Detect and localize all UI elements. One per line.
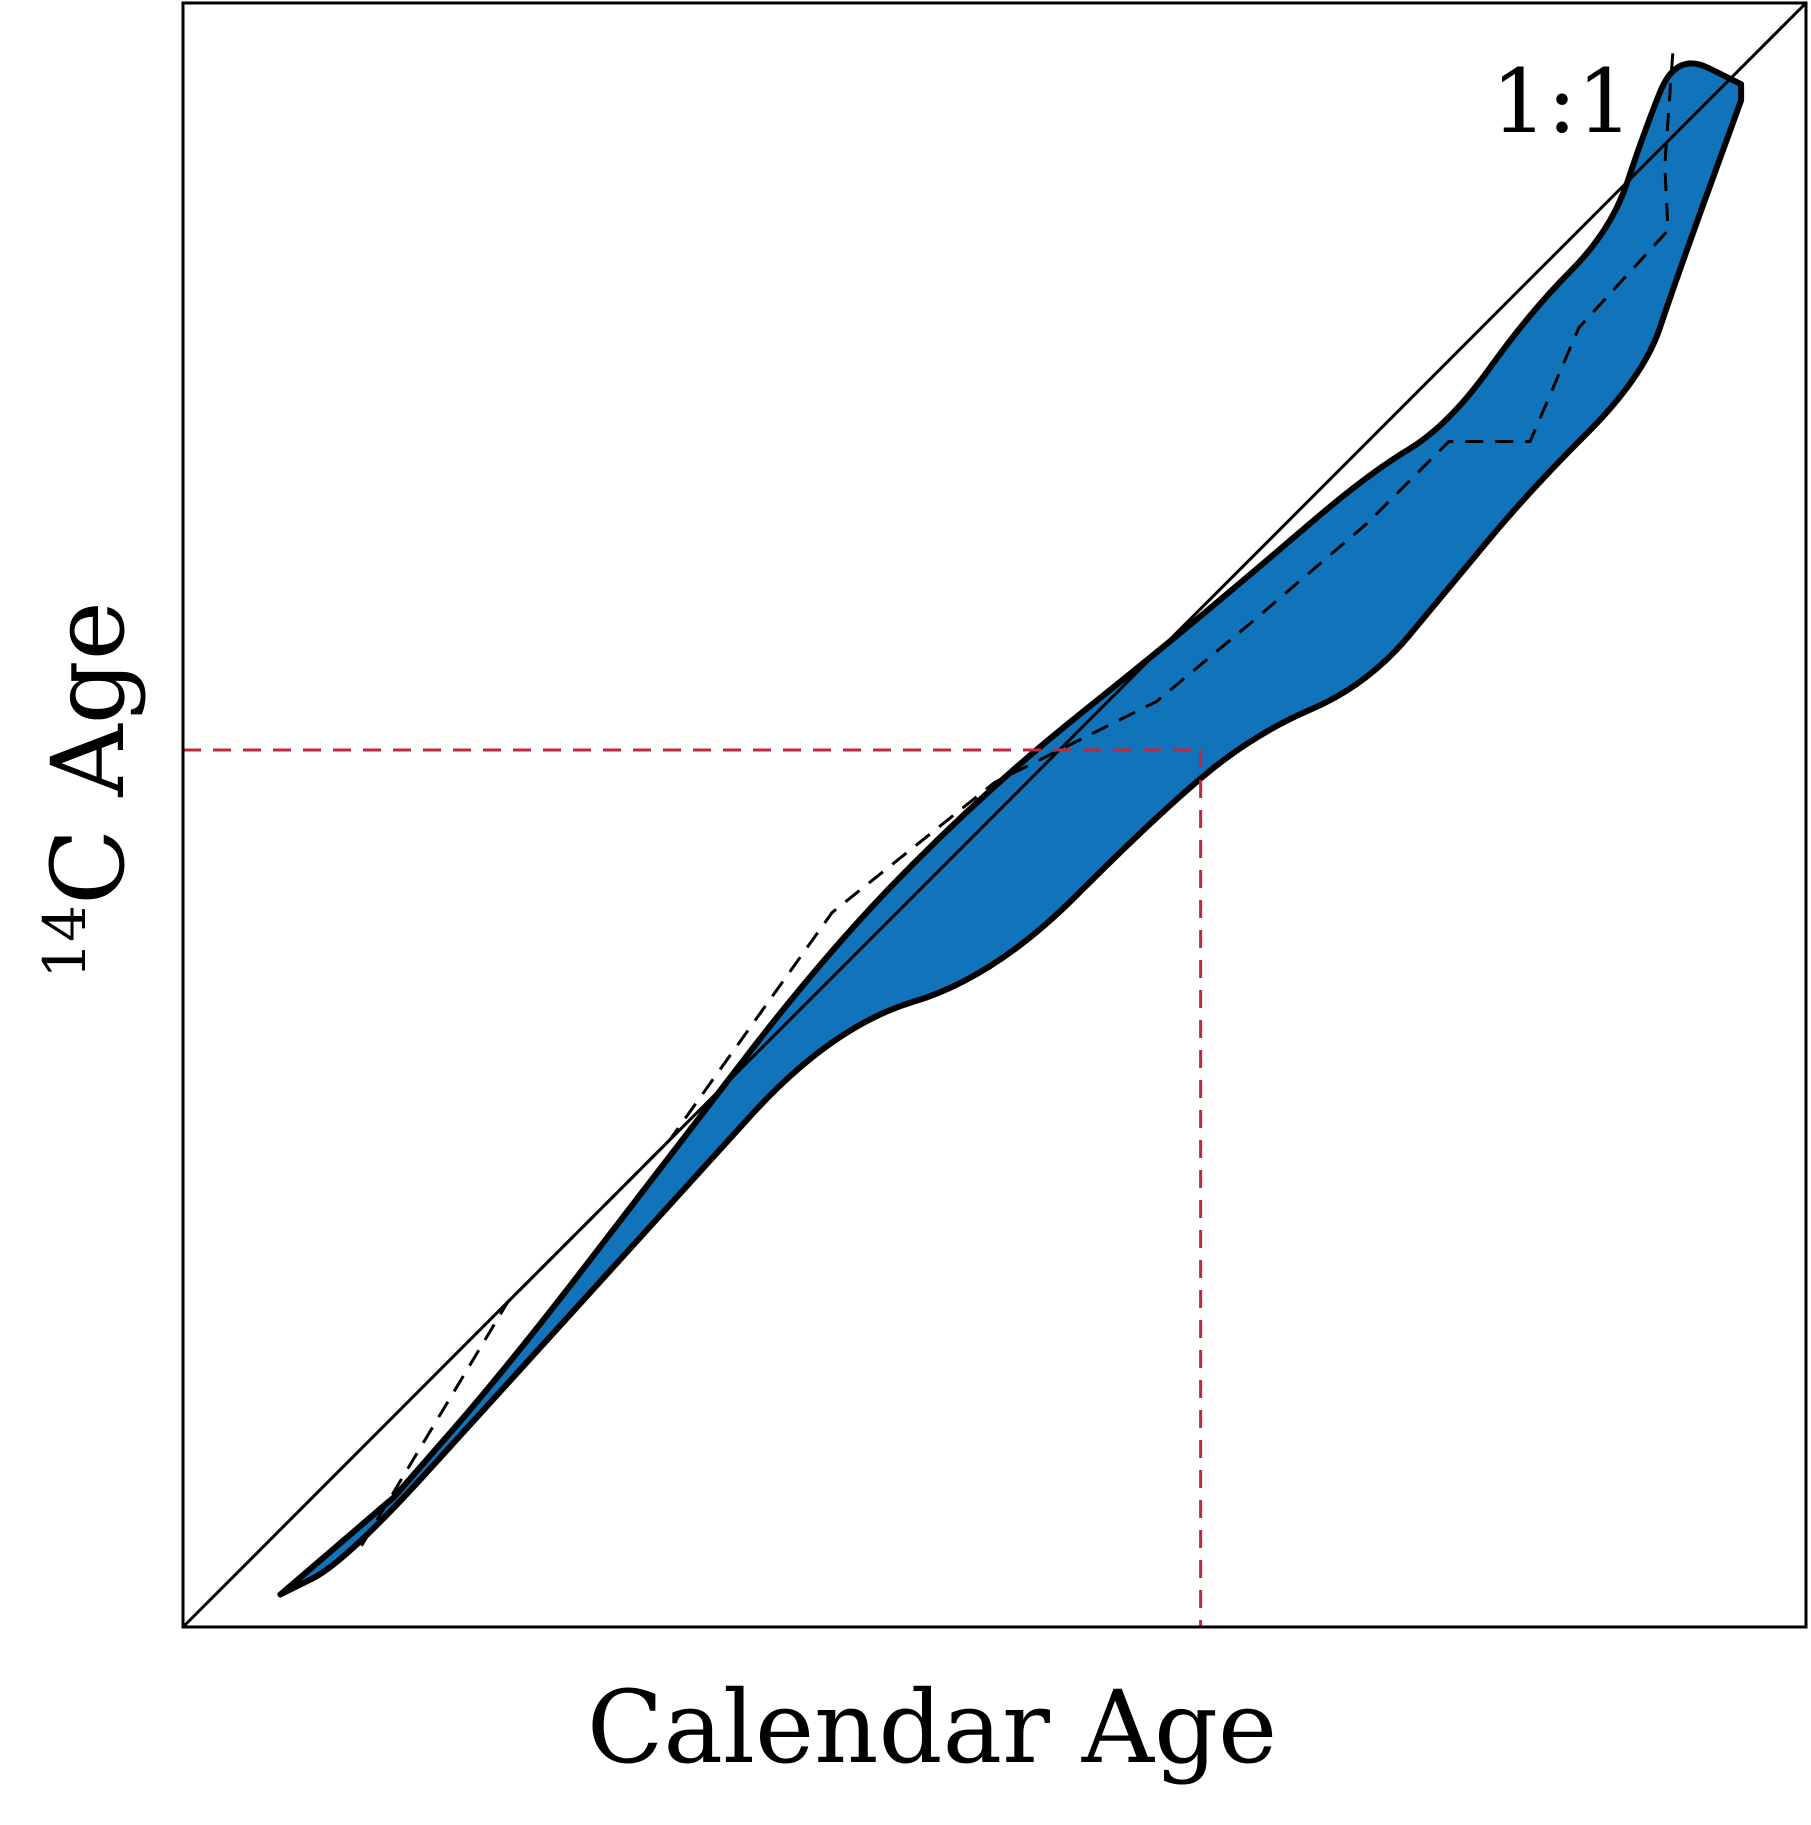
y-axis-label-text: C Age — [30, 601, 147, 905]
calibration-mean-line — [360, 51, 1675, 1547]
one-to-one-label: 1:1 — [1491, 50, 1633, 153]
svg-text:14C Age: 14C Age — [30, 601, 147, 979]
x-axis-label: Calendar Age — [587, 1669, 1277, 1786]
plot-frame — [181, 1, 1808, 1629]
y-axis-label-superscript: 14 — [31, 905, 99, 979]
calibration-band — [277, 60, 1745, 1598]
y-axis-label: 14C Age — [30, 601, 147, 979]
one-to-one-line — [181, 1, 1808, 1629]
